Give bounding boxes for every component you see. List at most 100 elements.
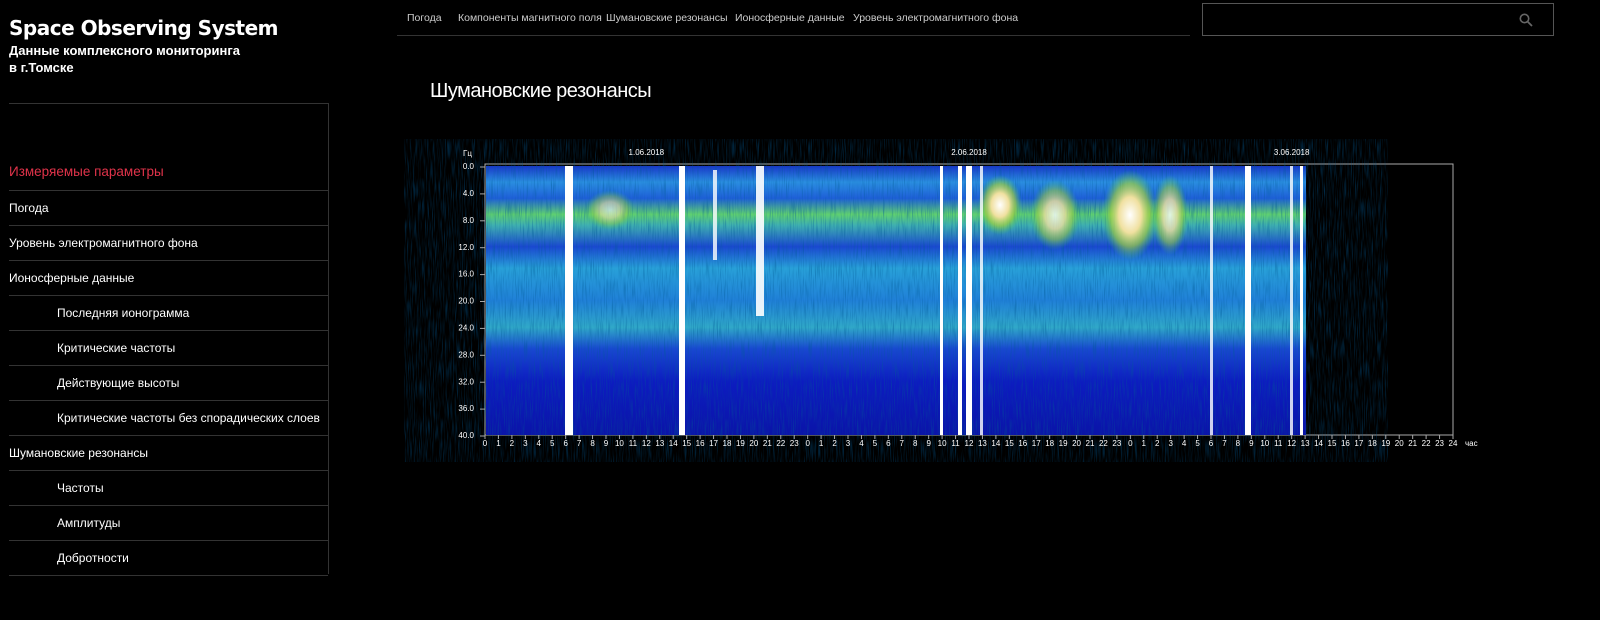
- x-tick-label: 9: [1249, 439, 1254, 448]
- sidebar-sublink[interactable]: Частоты: [9, 471, 328, 506]
- sidebar-link[interactable]: Погода: [9, 191, 328, 226]
- nav-link[interactable]: Уровень электромагнитного фона: [853, 12, 1019, 24]
- x-tick-label: 7: [900, 439, 905, 448]
- x-tick-label: 23: [790, 439, 799, 448]
- x-tick-label: 16: [1018, 439, 1027, 448]
- y-tick-label: 4.0: [463, 189, 475, 198]
- x-tick-label: 12: [642, 439, 651, 448]
- x-tick-label: 0: [805, 439, 810, 448]
- x-tick-label: 12: [1287, 439, 1296, 448]
- x-tick-label: 21: [1408, 439, 1417, 448]
- x-tick-label: 19: [736, 439, 745, 448]
- x-tick-label: 15: [1328, 439, 1337, 448]
- x-tick-label: 1: [819, 439, 824, 448]
- x-tick-label: 21: [763, 439, 772, 448]
- x-tick-label: 3: [1168, 439, 1173, 448]
- x-tick-label: 15: [682, 439, 691, 448]
- x-tick-label: 5: [1195, 439, 1200, 448]
- x-tick-label: 20: [1395, 439, 1404, 448]
- x-tick-label: 17: [709, 439, 718, 448]
- y-tick-label: 24.0: [458, 324, 474, 333]
- sidebar-heading: Измеряемые параметры: [9, 164, 328, 191]
- y-tick-label: 40.0: [458, 431, 474, 440]
- x-tick-label: 13: [978, 439, 987, 448]
- nav-link[interactable]: Погода: [407, 12, 442, 24]
- subtitle-line: Данные комплексного мониторинга: [9, 43, 240, 58]
- x-tick-label: 22: [1422, 439, 1431, 448]
- x-tick-label: 20: [749, 439, 758, 448]
- search-box[interactable]: [1202, 3, 1554, 36]
- x-tick-label: 6: [563, 439, 568, 448]
- nav-link[interactable]: Шумановские резонансы: [606, 12, 728, 24]
- date-label: 2.06.2018: [951, 148, 987, 157]
- subtitle-line: в г.Томске: [9, 60, 74, 75]
- y-tick-label: 32.0: [458, 377, 474, 386]
- date-label: 1.06.2018: [629, 148, 665, 157]
- y-tick-label: 36.0: [458, 404, 474, 413]
- site-title: Space Observing System: [9, 16, 278, 40]
- sidebar-sublink[interactable]: Добротности: [9, 541, 328, 576]
- search-icon[interactable]: [1519, 13, 1533, 27]
- y-tick-label: 0.0: [463, 162, 475, 171]
- x-tick-label: 21: [1086, 439, 1095, 448]
- x-tick-label: 14: [1314, 439, 1323, 448]
- x-tick-label: 8: [590, 439, 595, 448]
- x-tick-label: 12: [965, 439, 974, 448]
- x-tick-label: 23: [1112, 439, 1121, 448]
- y-tick-label: 20.0: [458, 297, 474, 306]
- sidebar-sublink[interactable]: Последняя ионограмма: [9, 296, 328, 331]
- x-tick-label: 3: [846, 439, 851, 448]
- x-unit: час: [1465, 439, 1478, 448]
- x-tick-label: 11: [1274, 439, 1283, 448]
- x-tick-label: 9: [926, 439, 931, 448]
- top-nav: Погода Компоненты магнитного поля Шумановс…: [397, 0, 1190, 36]
- x-tick-label: 4: [859, 439, 864, 448]
- x-tick-label: 13: [1301, 439, 1310, 448]
- x-tick-label: 23: [1435, 439, 1444, 448]
- x-tick-label: 14: [669, 439, 678, 448]
- x-tick-label: 1: [496, 439, 501, 448]
- x-tick-label: 10: [938, 439, 947, 448]
- x-tick-label: 2: [1155, 439, 1160, 448]
- date-label: 3.06.2018: [1274, 148, 1310, 157]
- sidebar-sublink[interactable]: Амплитуды: [9, 506, 328, 541]
- x-tick-label: 16: [696, 439, 705, 448]
- sidebar-link[interactable]: Уровень электромагнитного фона: [9, 226, 328, 261]
- sidebar: Измеряемые параметры Погода Уровень элект…: [9, 103, 329, 576]
- x-tick-label: 2: [832, 439, 837, 448]
- sidebar-sublink[interactable]: Критические частоты: [9, 331, 328, 366]
- page-title: Шумановские резонансы: [430, 80, 652, 102]
- x-tick-label: 3: [523, 439, 528, 448]
- x-tick-label: 18: [1045, 439, 1054, 448]
- spectrogram-image: [486, 166, 1306, 435]
- x-tick-label: 8: [1236, 439, 1241, 448]
- x-tick-label: 18: [1368, 439, 1377, 448]
- x-tick-label: 17: [1032, 439, 1041, 448]
- x-tick-label: 4: [537, 439, 542, 448]
- x-tick-label: 22: [776, 439, 785, 448]
- site-subtitle: Данные комплексного мониторинга в г.Томс…: [9, 42, 240, 76]
- x-tick-label: 13: [655, 439, 664, 448]
- x-tick-label: 22: [1099, 439, 1108, 448]
- x-tick-label: 1: [1142, 439, 1147, 448]
- x-tick-label: 19: [1059, 439, 1068, 448]
- nav-link[interactable]: Ионосферные данные: [735, 12, 845, 24]
- sidebar-link[interactable]: Шумановские резонансы: [9, 436, 328, 471]
- x-tick-label: 20: [1072, 439, 1081, 448]
- nav-link[interactable]: Компоненты магнитного поля: [458, 12, 602, 24]
- y-unit: Гц: [463, 149, 472, 158]
- y-tick-label: 8.0: [463, 216, 475, 225]
- y-tick-label: 28.0: [458, 350, 474, 359]
- y-tick-label: 12.0: [458, 243, 474, 252]
- sidebar-sublink[interactable]: Критические частоты без спорадических сл…: [9, 401, 328, 436]
- x-tick-label: 7: [1222, 439, 1227, 448]
- x-tick-label: 0: [483, 439, 488, 448]
- x-tick-label: 17: [1354, 439, 1363, 448]
- sidebar-sublink[interactable]: Действующие высоты: [9, 366, 328, 401]
- x-tick-label: 15: [1005, 439, 1014, 448]
- x-tick-label: 18: [723, 439, 732, 448]
- sidebar-link[interactable]: Ионосферные данные: [9, 261, 328, 296]
